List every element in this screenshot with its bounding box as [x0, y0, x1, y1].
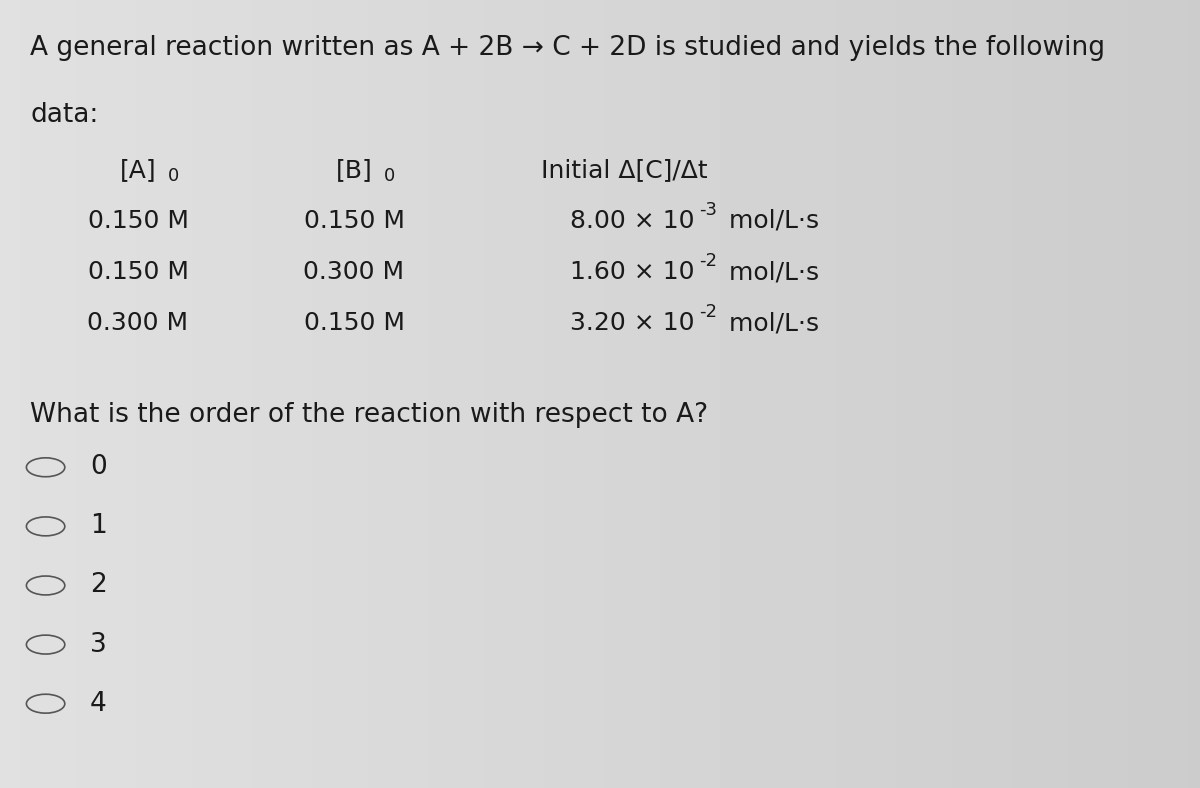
- Text: mol/L·s: mol/L·s: [721, 311, 820, 335]
- Text: 0: 0: [384, 167, 395, 185]
- Text: -3: -3: [700, 201, 718, 219]
- Text: A general reaction written as A + 2B → C + 2D is studied and yields the followin: A general reaction written as A + 2B → C…: [30, 35, 1105, 61]
- Text: 0: 0: [90, 455, 107, 480]
- Text: -2: -2: [700, 252, 718, 270]
- Text: 0.300 M: 0.300 M: [88, 311, 188, 335]
- Text: 2: 2: [90, 573, 107, 598]
- Text: 0.150 M: 0.150 M: [88, 209, 188, 232]
- Text: 0.150 M: 0.150 M: [88, 260, 188, 284]
- Text: 3: 3: [90, 632, 107, 657]
- Text: mol/L·s: mol/L·s: [721, 209, 820, 232]
- Text: What is the order of the reaction with respect to A?: What is the order of the reaction with r…: [30, 402, 708, 428]
- Text: 0.300 M: 0.300 M: [304, 260, 404, 284]
- Text: 0: 0: [168, 167, 179, 185]
- Text: data:: data:: [30, 102, 98, 128]
- Text: -2: -2: [700, 303, 718, 322]
- Text: 8.00 × 10: 8.00 × 10: [570, 209, 695, 232]
- Text: 1: 1: [90, 514, 107, 539]
- Text: 4: 4: [90, 691, 107, 716]
- Text: Initial Δ[C]/Δt: Initial Δ[C]/Δt: [541, 158, 707, 181]
- Text: 0.150 M: 0.150 M: [304, 311, 404, 335]
- Text: 3.20 × 10: 3.20 × 10: [570, 311, 695, 335]
- Text: 0.150 M: 0.150 M: [304, 209, 404, 232]
- Text: mol/L·s: mol/L·s: [721, 260, 820, 284]
- Text: [A]: [A]: [120, 158, 156, 181]
- Text: 1.60 × 10: 1.60 × 10: [570, 260, 695, 284]
- Text: [B]: [B]: [336, 158, 372, 181]
